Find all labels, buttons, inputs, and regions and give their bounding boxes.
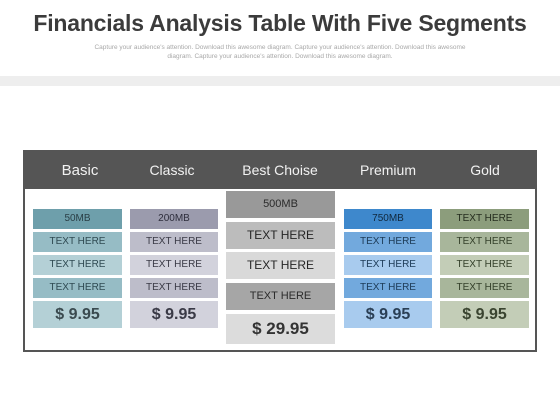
gold-feature-3: TEXT HERE [440, 278, 529, 298]
best-price: $ 29.95 [226, 314, 335, 344]
best-feature-1: TEXT HERE [226, 222, 335, 249]
premium-storage: 750MB [344, 209, 432, 229]
premium-feature-1: TEXT HERE [344, 232, 432, 252]
header-premium: Premium [359, 162, 416, 178]
header-classic: Classic [149, 162, 195, 178]
basic-price: $ 9.95 [33, 301, 122, 328]
gold-feature-2: TEXT HERE [440, 255, 529, 275]
basic-storage: 50MB [33, 209, 122, 229]
basic-feature-2: TEXT HERE [33, 255, 122, 275]
page-subtitle: Capture your audience's attention. Downl… [70, 43, 490, 61]
gold-feature-1: TEXT HERE [440, 232, 529, 252]
classic-feature-1: TEXT HERE [130, 232, 218, 252]
page-title: Financials Analysis Table With Five Segm… [33, 10, 527, 36]
classic-feature-2: TEXT HERE [130, 255, 218, 275]
premium-feature-3: TEXT HERE [344, 278, 432, 298]
classic-feature-3: TEXT HERE [130, 278, 218, 298]
best-storage: 500MB [226, 191, 335, 218]
table-header-bar: Basic Classic Best Choise Premium Gold [25, 152, 535, 189]
classic-storage: 200MB [130, 209, 218, 229]
premium-price: $ 9.95 [344, 301, 432, 328]
decorative-band [0, 76, 560, 86]
basic-feature-3: TEXT HERE [33, 278, 122, 298]
gold-storage: TEXT HERE [440, 209, 529, 229]
premium-feature-2: TEXT HERE [344, 255, 432, 275]
header-basic: Basic [61, 162, 99, 179]
basic-feature-1: TEXT HERE [33, 232, 122, 252]
best-feature-2: TEXT HERE [226, 252, 335, 279]
best-feature-3: TEXT HERE [226, 283, 335, 310]
pricing-table: Basic Classic Best Choise Premium Gold 5… [23, 150, 537, 352]
header-best-choise: Best Choise [242, 162, 318, 178]
subtitle-line-1: Capture your audience's attention. Downl… [94, 44, 466, 51]
header-gold: Gold [470, 162, 500, 178]
gold-price: $ 9.95 [440, 301, 529, 328]
classic-price: $ 9.95 [130, 301, 218, 328]
subtitle-line-2: diagram. Capture your audience's attenti… [167, 53, 393, 60]
